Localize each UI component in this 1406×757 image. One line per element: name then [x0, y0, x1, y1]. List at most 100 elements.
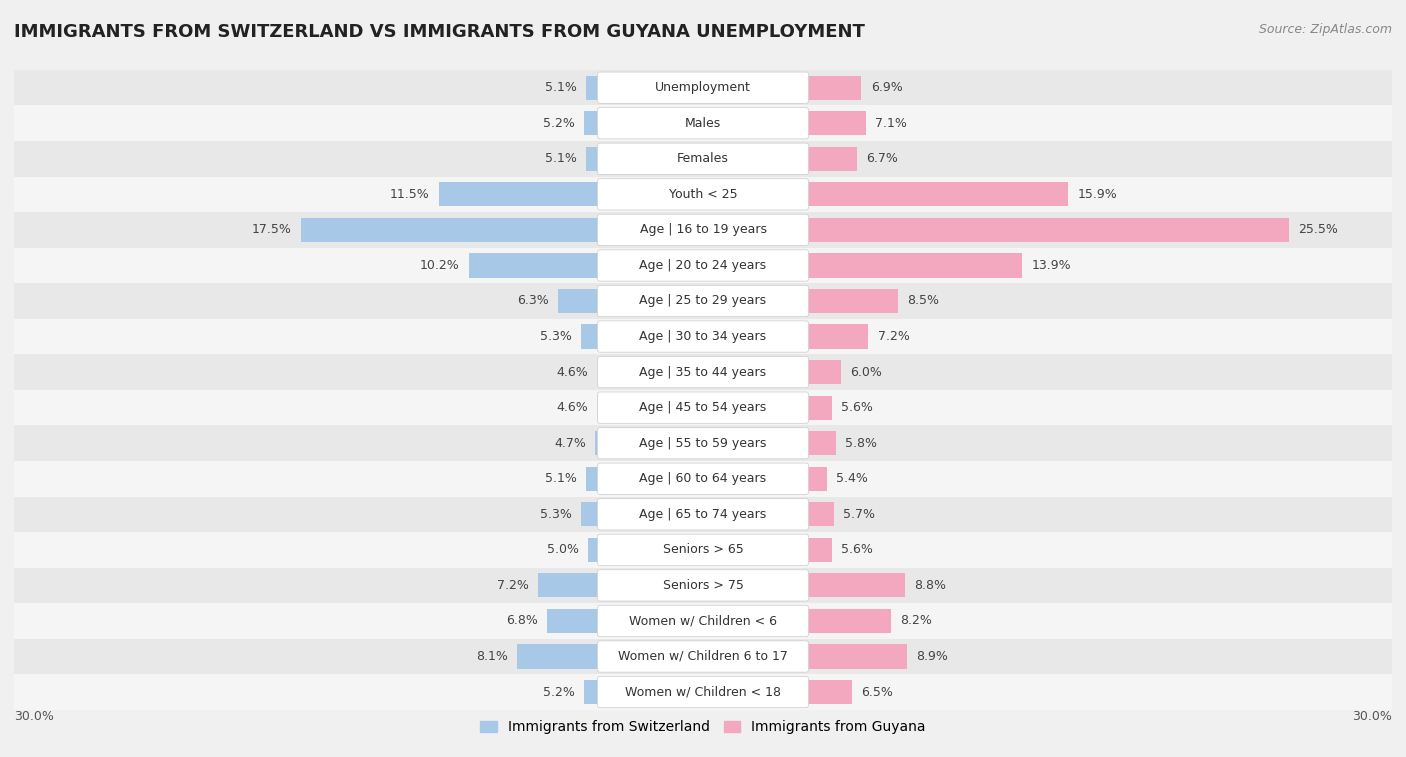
- Bar: [468, 254, 703, 278]
- Text: 5.6%: 5.6%: [841, 544, 873, 556]
- Bar: [3, 568, 1403, 603]
- Text: 8.5%: 8.5%: [907, 294, 939, 307]
- Text: Women w/ Children < 6: Women w/ Children < 6: [628, 615, 778, 628]
- Text: 5.3%: 5.3%: [540, 330, 572, 343]
- Bar: [439, 182, 703, 207]
- FancyBboxPatch shape: [598, 250, 808, 281]
- Bar: [3, 248, 1403, 283]
- Bar: [3, 141, 1403, 176]
- Text: 5.6%: 5.6%: [841, 401, 873, 414]
- Text: IMMIGRANTS FROM SWITZERLAND VS IMMIGRANTS FROM GUYANA UNEMPLOYMENT: IMMIGRANTS FROM SWITZERLAND VS IMMIGRANT…: [14, 23, 865, 41]
- Text: 8.1%: 8.1%: [475, 650, 508, 663]
- Bar: [703, 537, 831, 562]
- Text: 5.7%: 5.7%: [844, 508, 875, 521]
- Text: Age | 20 to 24 years: Age | 20 to 24 years: [640, 259, 766, 272]
- Bar: [588, 537, 703, 562]
- Bar: [703, 182, 1069, 207]
- Bar: [703, 111, 866, 136]
- Text: Seniors > 75: Seniors > 75: [662, 579, 744, 592]
- Text: 5.1%: 5.1%: [544, 81, 576, 94]
- FancyBboxPatch shape: [598, 463, 808, 494]
- Text: 6.5%: 6.5%: [862, 686, 893, 699]
- Text: 6.9%: 6.9%: [870, 81, 903, 94]
- Bar: [3, 319, 1403, 354]
- Text: Age | 35 to 44 years: Age | 35 to 44 years: [640, 366, 766, 378]
- Bar: [703, 396, 831, 419]
- Bar: [547, 609, 703, 633]
- Bar: [517, 644, 703, 668]
- Text: 6.0%: 6.0%: [851, 366, 882, 378]
- Bar: [3, 105, 1403, 141]
- Bar: [3, 212, 1403, 248]
- Text: 11.5%: 11.5%: [389, 188, 430, 201]
- Text: 5.1%: 5.1%: [544, 472, 576, 485]
- Text: 25.5%: 25.5%: [1298, 223, 1337, 236]
- Text: Youth < 25: Youth < 25: [669, 188, 737, 201]
- Bar: [3, 176, 1403, 212]
- Bar: [3, 497, 1403, 532]
- Text: Males: Males: [685, 117, 721, 129]
- FancyBboxPatch shape: [598, 499, 808, 530]
- Text: 8.2%: 8.2%: [900, 615, 932, 628]
- Bar: [703, 147, 856, 171]
- Text: 7.1%: 7.1%: [875, 117, 907, 129]
- Bar: [703, 573, 905, 597]
- Text: Age | 25 to 29 years: Age | 25 to 29 years: [640, 294, 766, 307]
- Bar: [598, 396, 703, 419]
- FancyBboxPatch shape: [598, 357, 808, 388]
- Text: Age | 16 to 19 years: Age | 16 to 19 years: [640, 223, 766, 236]
- Bar: [703, 360, 841, 384]
- FancyBboxPatch shape: [598, 72, 808, 103]
- Bar: [586, 76, 703, 100]
- FancyBboxPatch shape: [598, 641, 808, 672]
- Text: 6.3%: 6.3%: [517, 294, 550, 307]
- Text: 8.9%: 8.9%: [917, 650, 949, 663]
- Bar: [3, 639, 1403, 674]
- Bar: [3, 603, 1403, 639]
- Bar: [703, 76, 862, 100]
- FancyBboxPatch shape: [598, 107, 808, 139]
- Bar: [703, 289, 898, 313]
- Text: 6.7%: 6.7%: [866, 152, 898, 165]
- Bar: [3, 390, 1403, 425]
- Text: Age | 65 to 74 years: Age | 65 to 74 years: [640, 508, 766, 521]
- Text: 5.4%: 5.4%: [837, 472, 868, 485]
- Text: 10.2%: 10.2%: [420, 259, 460, 272]
- Bar: [703, 466, 827, 491]
- FancyBboxPatch shape: [598, 143, 808, 174]
- Bar: [3, 354, 1403, 390]
- FancyBboxPatch shape: [598, 321, 808, 352]
- Bar: [3, 425, 1403, 461]
- Text: 5.1%: 5.1%: [544, 152, 576, 165]
- FancyBboxPatch shape: [598, 179, 808, 210]
- Bar: [703, 254, 1022, 278]
- Text: Seniors > 65: Seniors > 65: [662, 544, 744, 556]
- FancyBboxPatch shape: [598, 570, 808, 601]
- Bar: [581, 502, 703, 526]
- Text: 7.2%: 7.2%: [496, 579, 529, 592]
- Text: 30.0%: 30.0%: [14, 710, 53, 723]
- Text: 7.2%: 7.2%: [877, 330, 910, 343]
- Text: 4.6%: 4.6%: [557, 401, 588, 414]
- Text: 8.8%: 8.8%: [914, 579, 946, 592]
- Text: 4.6%: 4.6%: [557, 366, 588, 378]
- Text: 13.9%: 13.9%: [1032, 259, 1071, 272]
- Bar: [703, 218, 1289, 242]
- Bar: [3, 532, 1403, 568]
- Bar: [586, 147, 703, 171]
- Bar: [703, 644, 907, 668]
- Text: Age | 60 to 64 years: Age | 60 to 64 years: [640, 472, 766, 485]
- Bar: [598, 360, 703, 384]
- Text: Age | 55 to 59 years: Age | 55 to 59 years: [640, 437, 766, 450]
- FancyBboxPatch shape: [598, 534, 808, 565]
- Bar: [3, 283, 1403, 319]
- Text: Source: ZipAtlas.com: Source: ZipAtlas.com: [1258, 23, 1392, 36]
- Bar: [537, 573, 703, 597]
- Bar: [558, 289, 703, 313]
- Text: 4.7%: 4.7%: [554, 437, 586, 450]
- Text: 5.2%: 5.2%: [543, 117, 575, 129]
- Bar: [3, 70, 1403, 105]
- Text: Females: Females: [678, 152, 728, 165]
- FancyBboxPatch shape: [598, 392, 808, 423]
- Text: 5.3%: 5.3%: [540, 508, 572, 521]
